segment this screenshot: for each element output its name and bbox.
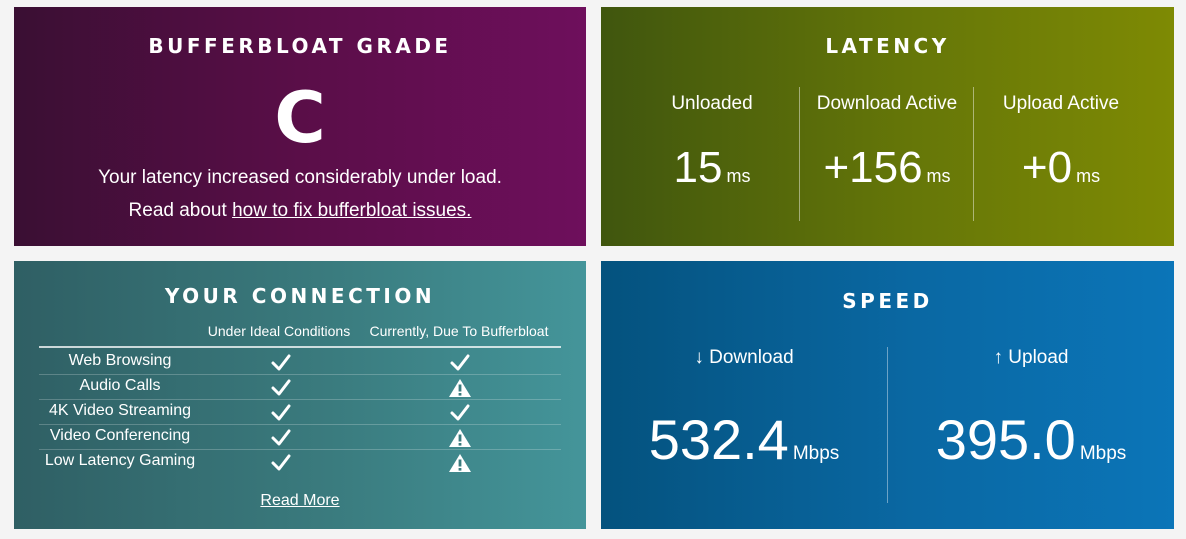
- read-more-link[interactable]: Read More: [260, 492, 340, 509]
- read-about-prefix: Read about: [128, 200, 233, 221]
- header-divider: [39, 346, 561, 348]
- warning-icon: [448, 428, 472, 448]
- column-header-ideal: Under Ideal Conditions: [207, 323, 351, 339]
- latency-unloaded: Unloaded 15 ms: [625, 87, 799, 221]
- table-row: Low Latency Gaming: [39, 449, 561, 474]
- latency-download-active: Download Active +156 ms: [799, 87, 974, 221]
- column-header-current: Currently, Due To Bufferbloat: [369, 323, 549, 339]
- latency-download-label: Download Active: [816, 93, 958, 114]
- warning-icon: [448, 378, 472, 398]
- check-icon: [269, 403, 293, 423]
- grade-read-about: Read about how to fix bufferbloat issues…: [14, 200, 586, 222]
- latency-upload-active: Upload Active +0 ms: [973, 87, 1148, 221]
- check-icon: [269, 378, 293, 398]
- table-row: Web Browsing: [39, 349, 561, 375]
- connection-title: YOUR CONNECTION: [164, 284, 436, 308]
- upload-speed: ↑ Upload 395.0 Mbps: [887, 347, 1174, 503]
- download-unit: Mbps: [792, 443, 840, 464]
- latency-unloaded-unit: ms: [726, 166, 751, 186]
- latency-download-value: +156: [823, 143, 923, 192]
- latency-download-unit: ms: [926, 166, 951, 186]
- row-label: 4K Video Streaming: [48, 402, 191, 419]
- grade-letter: C: [274, 77, 326, 159]
- latency-unloaded-label: Unloaded: [671, 93, 753, 114]
- upload-label: ↑ Upload: [993, 347, 1069, 368]
- check-icon: [269, 453, 293, 473]
- download-label: ↓ Download: [694, 347, 794, 368]
- row-label: Video Conferencing: [49, 427, 191, 444]
- upload-unit: Mbps: [1079, 443, 1127, 464]
- check-icon: [448, 403, 472, 423]
- check-icon: [269, 353, 293, 373]
- speed-title: SPEED: [842, 289, 933, 313]
- latency-upload-label: Upload Active: [1002, 93, 1120, 114]
- latency-unloaded-value: 15: [673, 143, 723, 192]
- table-row: Video Conferencing: [39, 424, 561, 450]
- table-row: Audio Calls: [39, 374, 561, 400]
- row-label: Web Browsing: [68, 352, 172, 369]
- bufferbloat-grade-card: BUFFERBLOAT GRADE C Your latency increas…: [14, 7, 586, 246]
- grade-title: BUFFERBLOAT GRADE: [148, 34, 452, 58]
- latency-upload-value: +0: [1021, 143, 1073, 192]
- row-label: Low Latency Gaming: [44, 452, 196, 469]
- check-icon: [448, 353, 472, 373]
- warning-icon: [448, 453, 472, 473]
- row-label: Audio Calls: [79, 377, 161, 394]
- latency-title: LATENCY: [825, 34, 950, 58]
- fix-bufferbloat-link[interactable]: how to fix bufferbloat issues.: [232, 200, 472, 221]
- grade-description: Your latency increased considerably unde…: [98, 167, 502, 188]
- your-connection-card: YOUR CONNECTION Under Ideal Conditions C…: [14, 261, 586, 529]
- latency-upload-unit: ms: [1076, 166, 1101, 186]
- latency-card: LATENCY Unloaded 15 ms Download Active +1…: [601, 7, 1174, 246]
- read-more: Read More: [14, 492, 586, 510]
- download-value: 532.4: [648, 408, 789, 471]
- table-row: 4K Video Streaming: [39, 399, 561, 425]
- speed-card: SPEED ↓ Download 532.4 Mbps ↑ Upload 395.…: [601, 261, 1174, 529]
- download-speed: ↓ Download 532.4 Mbps: [601, 347, 887, 503]
- check-icon: [269, 428, 293, 448]
- upload-value: 395.0: [935, 408, 1076, 471]
